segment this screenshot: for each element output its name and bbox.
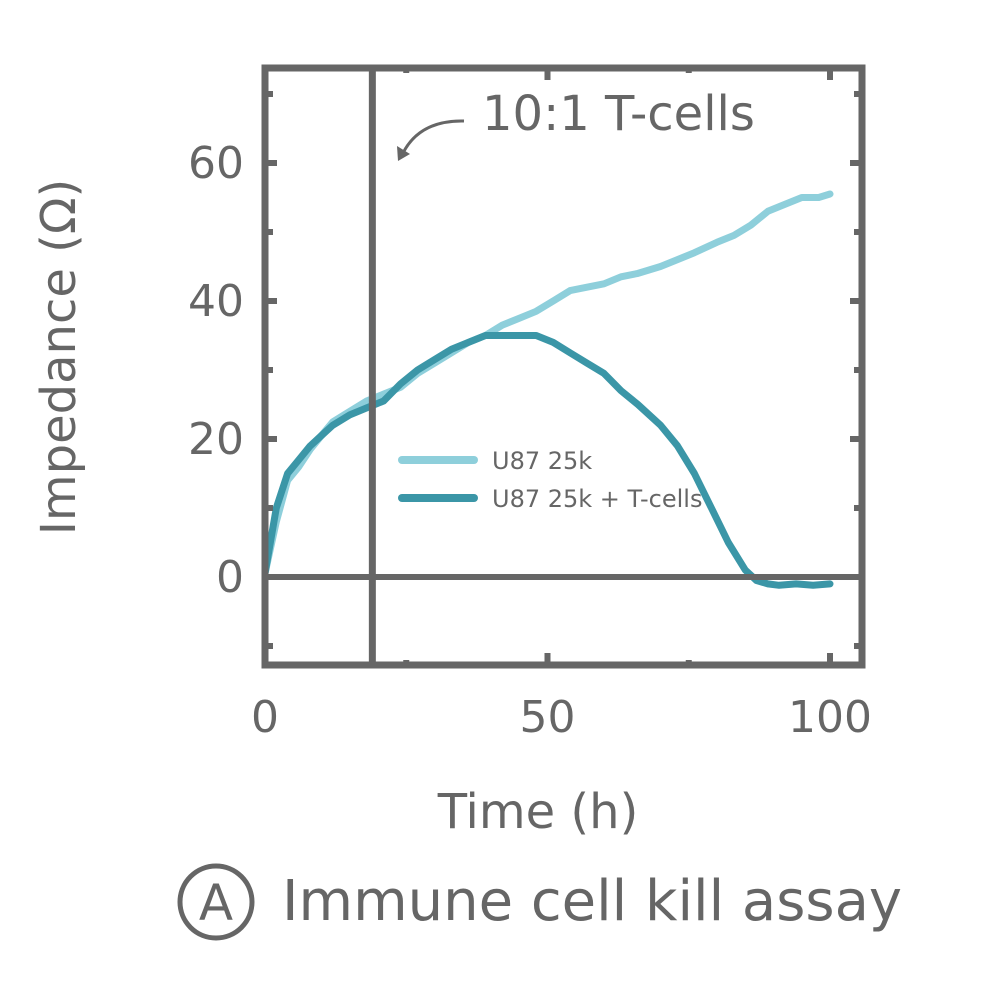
series-line-2 [261,332,834,589]
caption-text: Immune cell kill assay [282,869,902,934]
series-layer [261,190,834,589]
legend-label-1: U87 25k [492,447,592,475]
label-layer: Time (h) Impedance (Ω) 10:1 T-cells [31,86,755,840]
x-tick-label: 100 [788,692,872,743]
annotation-arrow [401,119,465,154]
y-tick-label: 0 [216,552,244,603]
caption-badge-circle [177,863,255,941]
caption-badge-letter: A [199,874,233,932]
y-tick-label: 20 [188,414,244,465]
plot-frame [261,64,866,669]
annotation-label: 10:1 T-cells [482,86,755,142]
y-axis-title: Impedance (Ω) [31,179,87,536]
legend-label-2: U87 25k + T-cells [492,485,702,513]
annotation-arrowhead [397,146,410,161]
x-tick-label: 0 [251,692,279,743]
y-tick-label: 60 [188,138,244,189]
x-tick-label: 50 [520,692,576,743]
y-tick-label: 40 [188,276,244,327]
legend: U87 25k U87 25k + T-cells [398,447,702,513]
caption: A Immune cell kill assay [177,863,902,941]
series-line-1 [261,190,834,577]
axes-layer: 0 20 40 60 0 50 100 [188,64,872,743]
x-axis-title: Time (h) [437,784,639,840]
